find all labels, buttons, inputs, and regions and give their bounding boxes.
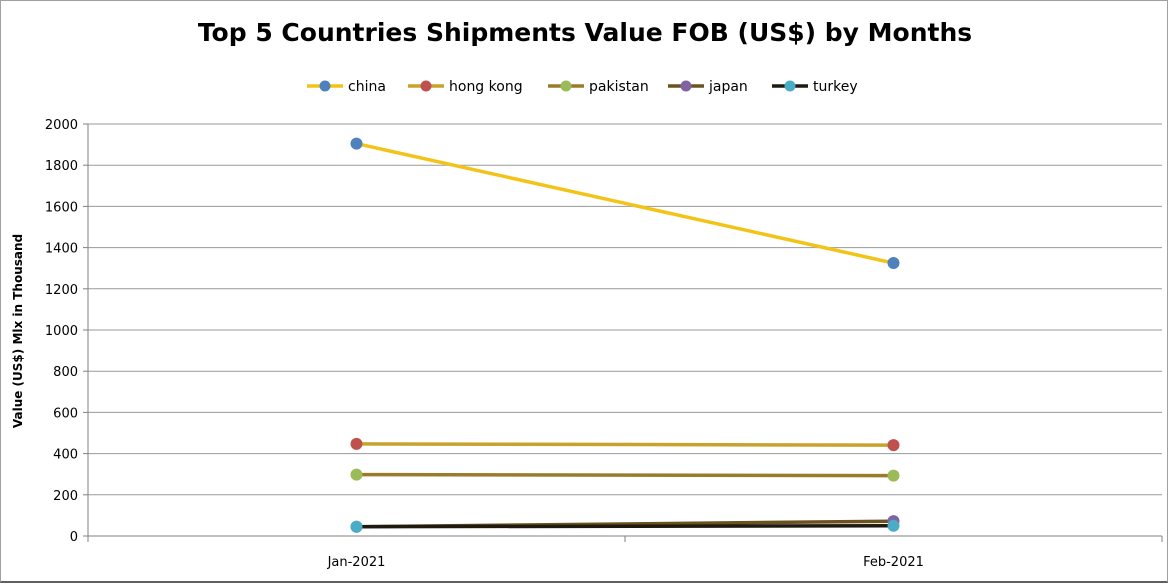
legend-item-pakistan: pakistan bbox=[548, 79, 649, 95]
data-point bbox=[350, 468, 363, 481]
legend: china hong kong pakistan japan turkey bbox=[307, 79, 858, 95]
y-tick-label: 1000 bbox=[45, 324, 78, 339]
series-line bbox=[356, 442, 894, 447]
legend-label: pakistan bbox=[589, 79, 649, 95]
data-point bbox=[350, 437, 363, 450]
data-point bbox=[350, 520, 363, 533]
data-point bbox=[887, 257, 900, 270]
legend-item-turkey: turkey bbox=[772, 79, 858, 95]
legend-label: china bbox=[348, 79, 386, 95]
legend-label: turkey bbox=[813, 79, 858, 95]
series-lines bbox=[350, 137, 900, 533]
legend-item-hong-kong: hong kong bbox=[408, 79, 523, 95]
legend-swatch-marker bbox=[420, 80, 432, 92]
series-hong-kong bbox=[350, 437, 900, 452]
legend-swatch-marker bbox=[680, 80, 692, 92]
y-tick-label: 1800 bbox=[45, 159, 78, 174]
y-tick-label: 1400 bbox=[45, 242, 78, 257]
data-point bbox=[350, 137, 363, 150]
legend-label: japan bbox=[708, 79, 748, 95]
gridlines bbox=[88, 123, 1162, 496]
legend-swatch-marker bbox=[560, 80, 572, 92]
y-tick-label: 1600 bbox=[45, 200, 78, 215]
series-line bbox=[356, 523, 894, 529]
y-tick-label: 0 bbox=[70, 530, 78, 545]
y-axis-label: Value (US$) Mlx in Thousand bbox=[11, 234, 25, 428]
x-tick-label: Feb-2021 bbox=[863, 555, 924, 570]
legend-item-china: china bbox=[307, 79, 386, 95]
series-turkey bbox=[350, 519, 900, 533]
series-pakistan bbox=[350, 468, 900, 482]
series-line bbox=[356, 141, 894, 265]
series-japan bbox=[350, 515, 900, 533]
series-china bbox=[350, 137, 900, 270]
data-point bbox=[887, 519, 900, 532]
legend-swatch-marker bbox=[784, 80, 796, 92]
data-point bbox=[887, 439, 900, 452]
y-tick-label: 800 bbox=[53, 365, 78, 380]
y-tick-label: 1200 bbox=[45, 283, 78, 298]
legend-swatch-marker bbox=[319, 80, 331, 92]
chart-title: Top 5 Countries Shipments Value FOB (US$… bbox=[197, 18, 973, 47]
y-tick-label: 2000 bbox=[45, 118, 78, 133]
legend-item-japan: japan bbox=[668, 79, 748, 95]
y-tick-label: 600 bbox=[53, 406, 78, 421]
y-tick-label: 200 bbox=[53, 489, 78, 504]
y-tick-label: 400 bbox=[53, 448, 78, 463]
legend-label: hong kong bbox=[449, 79, 523, 95]
data-point bbox=[887, 469, 900, 482]
series-line bbox=[356, 472, 894, 478]
x-tick-label: Jan-2021 bbox=[327, 555, 386, 570]
axes: 0 200 400 600 800 1000 1200 1400 1600 1800 2000 Jan… bbox=[45, 118, 1163, 570]
